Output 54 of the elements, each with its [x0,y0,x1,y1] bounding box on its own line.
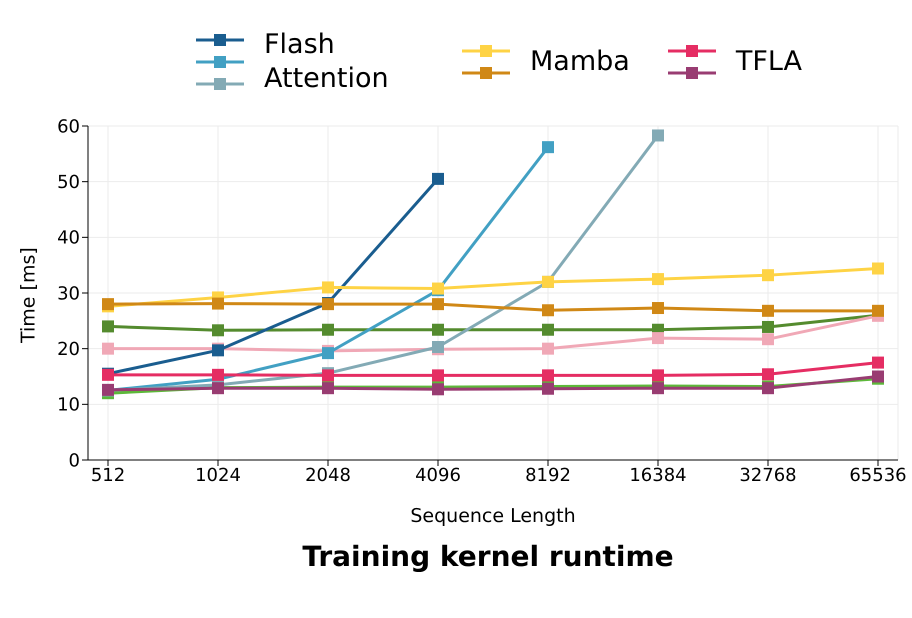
point [322,347,334,360]
point [102,320,114,332]
text: Training kernel runtime [301,540,675,573]
y-tick-label: 60 [57,116,80,138]
y-tick-label: 30 [57,283,80,304]
point [542,369,554,382]
y-tick-label: 40 [57,228,80,249]
point [322,324,334,336]
y-axis-title: Time [ms] [18,247,40,344]
point [212,368,224,381]
point [872,262,884,275]
point [762,304,774,317]
point [212,298,224,310]
point [762,320,774,333]
point [652,129,664,142]
point [432,340,444,353]
x-tick-label: 2048 [305,464,351,486]
x-tick-label: 4096 [415,464,461,486]
point [652,369,664,382]
y-tick-label: 20 [57,339,80,360]
legend-label: TFLA [736,45,802,79]
point [212,324,224,336]
legend-label: Mamba [530,45,630,79]
point [432,298,444,310]
point [542,141,554,154]
point [322,281,334,294]
point [762,368,774,380]
point [102,342,114,355]
y-tick-label: 10 [57,394,80,416]
point [542,304,554,316]
point [872,356,884,369]
point [652,273,664,286]
legend-label: Flash Attention [264,28,390,96]
x-axis-title: Sequence Length [410,505,576,527]
point [872,370,884,382]
x-tick-label: 32768 [739,464,797,486]
point [652,382,664,394]
point [432,369,444,382]
y-tick-label: 50 [57,172,80,194]
y-tick-label: 0 [68,450,80,472]
x-tick-label: 8192 [525,464,571,486]
point [652,332,664,344]
point [542,324,554,336]
point [652,302,664,314]
x-tick-label: 512 [90,464,126,486]
x-tick-label: 16384 [629,464,687,486]
point [762,333,774,346]
x-tick-label: 1024 [195,464,241,486]
x-tick-label: 65536 [849,464,907,486]
point [762,269,774,282]
point [542,342,554,355]
point [432,324,444,336]
point [432,172,444,185]
point [872,304,884,317]
